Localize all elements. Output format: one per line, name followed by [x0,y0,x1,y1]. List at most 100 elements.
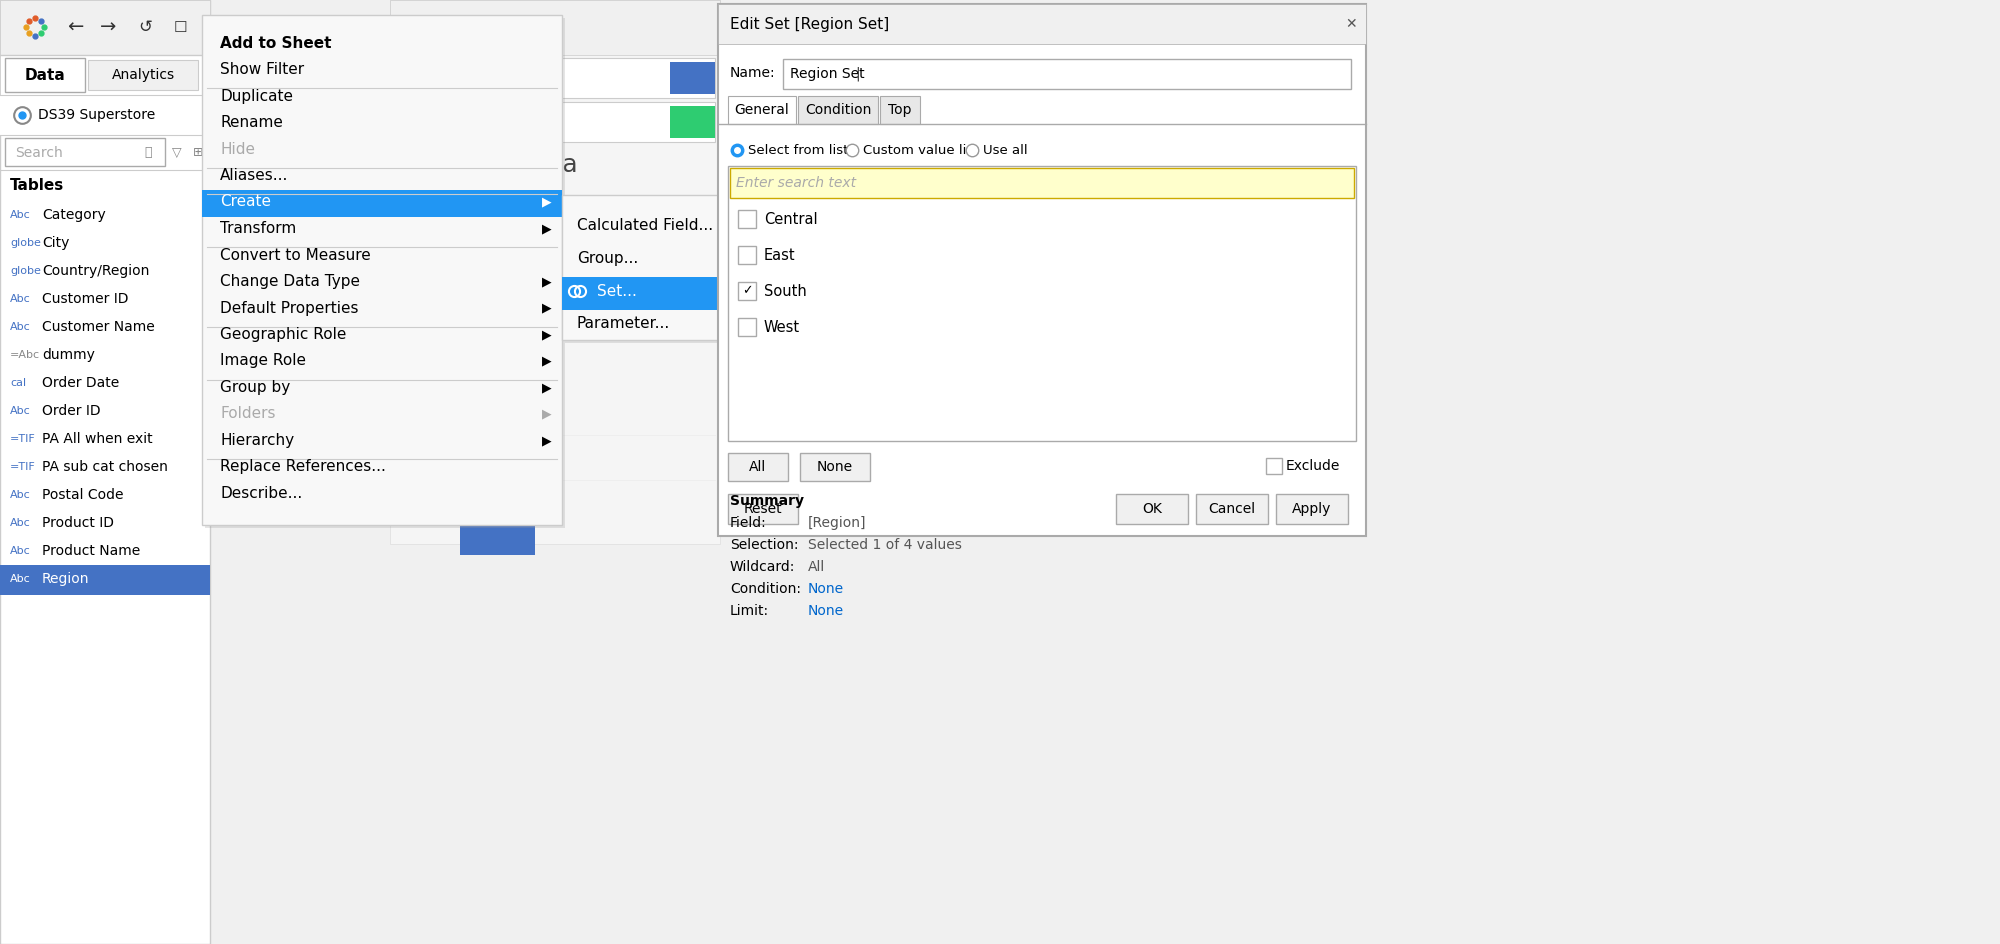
Text: ↺: ↺ [138,18,152,36]
Text: Replace References...: Replace References... [220,460,386,475]
Text: Reset: Reset [744,502,782,516]
Text: iii  Columns: iii Columns [404,71,486,85]
Text: Abc: Abc [10,574,30,584]
Text: % of Total Sales: % of Total Sales [408,311,422,410]
Text: Add to Sheet: Add to Sheet [220,36,332,50]
Text: |: | [856,67,860,81]
FancyBboxPatch shape [460,285,536,360]
Text: Hide: Hide [220,142,256,157]
Text: Aliases...: Aliases... [220,168,288,183]
Text: 80%: 80% [416,239,444,251]
FancyBboxPatch shape [670,62,716,94]
Text: Folders: Folders [220,407,276,422]
Text: Duplicate: Duplicate [220,89,292,104]
Text: Condition:: Condition: [730,582,800,596]
Text: ▶: ▶ [542,328,552,341]
FancyBboxPatch shape [718,4,1366,44]
Text: Order Date: Order Date [42,376,120,390]
FancyBboxPatch shape [88,60,198,90]
FancyBboxPatch shape [460,420,536,555]
FancyBboxPatch shape [4,58,84,92]
Text: PA All when exit: PA All when exit [42,432,152,446]
FancyBboxPatch shape [390,0,720,544]
Text: Exclude: Exclude [1286,459,1340,473]
FancyBboxPatch shape [798,96,878,124]
Text: Abc: Abc [10,322,30,332]
Text: =Abc: =Abc [10,350,40,360]
Text: Set...: Set... [596,283,636,298]
Text: 27.: 27. [544,333,562,346]
Text: 🔍: 🔍 [144,146,152,160]
FancyBboxPatch shape [728,494,798,524]
Text: Product Name: Product Name [42,544,140,558]
Text: ✕: ✕ [1346,17,1356,31]
Text: Group by: Group by [220,380,290,395]
Text: ☐: ☐ [174,20,186,35]
Text: Search: Search [16,146,62,160]
Text: Parameter...: Parameter... [576,316,670,331]
Text: ▶: ▶ [542,381,552,394]
Text: None: None [808,582,844,596]
Text: Field:: Field: [730,516,766,530]
FancyBboxPatch shape [396,102,716,142]
FancyBboxPatch shape [4,138,164,166]
Text: City: City [42,236,70,250]
Text: Top: Top [888,103,912,117]
Text: ✓: ✓ [742,284,752,297]
Text: →: → [100,18,116,37]
Text: Create: Create [220,194,272,210]
FancyBboxPatch shape [1276,494,1348,524]
Text: PA sub cat chosen: PA sub cat chosen [42,460,168,474]
Text: Abc: Abc [10,294,30,304]
Text: Selection:: Selection: [730,538,798,552]
Text: Order ID: Order ID [42,404,100,418]
Text: Select from list: Select from list [748,143,848,157]
Text: Category: Category [42,208,106,222]
Text: South: South [764,283,806,298]
Text: ≡  Rows: ≡ Rows [404,115,462,129]
Text: Calculated Field...: Calculated Field... [576,217,714,232]
Text: Condition: Condition [804,103,872,117]
Text: Cancel: Cancel [1208,502,1256,516]
Text: Describe...: Describe... [220,486,302,501]
Text: Summary: Summary [730,494,804,508]
Text: Geographic Role: Geographic Role [220,327,346,342]
FancyBboxPatch shape [718,4,1366,536]
Text: Limit:: Limit: [730,604,770,618]
FancyBboxPatch shape [738,210,756,228]
Text: Transform: Transform [220,221,296,236]
FancyBboxPatch shape [728,96,796,124]
FancyBboxPatch shape [728,166,1356,441]
Text: 30.: 30. [544,483,562,497]
Text: West: West [764,319,800,334]
Text: Convert to Measure: Convert to Measure [220,247,370,262]
FancyBboxPatch shape [0,565,210,595]
Text: Region: Region [42,572,90,586]
Text: Change Data Type: Change Data Type [220,274,360,289]
Text: Selected 1 of 4 values: Selected 1 of 4 values [808,538,962,552]
FancyBboxPatch shape [0,0,210,55]
Text: 40%: 40% [418,429,444,442]
Text: Data: Data [24,68,66,82]
Text: DS39 Superstore: DS39 Superstore [38,108,156,122]
Text: Apply: Apply [1292,502,1332,516]
Text: SA change ba: SA change ba [404,153,578,177]
Text: cal: cal [10,378,26,388]
FancyBboxPatch shape [566,198,836,343]
FancyBboxPatch shape [670,106,716,138]
Text: Customer Name: Customer Name [42,320,154,334]
FancyBboxPatch shape [880,96,920,124]
Text: 40%: 40% [418,474,444,486]
Text: globe: globe [10,266,40,276]
Text: Group...: Group... [576,250,638,265]
Text: Abc: Abc [10,546,30,556]
Text: Abc: Abc [10,210,30,220]
Text: Abc: Abc [10,518,30,528]
Text: Enter search text: Enter search text [736,176,856,190]
Text: OK: OK [1142,502,1162,516]
Text: [Region]: [Region] [808,516,866,530]
Text: ▶: ▶ [542,222,552,235]
Text: ▶: ▶ [542,195,552,209]
Text: Default Properties: Default Properties [220,300,358,315]
FancyBboxPatch shape [202,190,562,216]
